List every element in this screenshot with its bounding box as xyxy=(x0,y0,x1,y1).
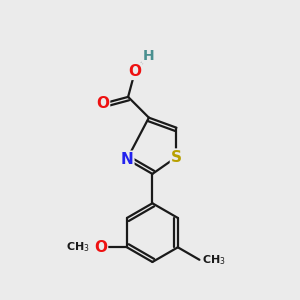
Text: O: O xyxy=(94,240,107,255)
Text: O: O xyxy=(128,64,141,79)
Text: CH$_3$: CH$_3$ xyxy=(202,253,226,267)
Text: N: N xyxy=(121,152,134,167)
Text: O: O xyxy=(96,96,109,111)
Text: CH$_3$: CH$_3$ xyxy=(66,240,90,254)
Text: S: S xyxy=(171,150,182,165)
Text: H: H xyxy=(142,49,154,63)
Text: methoxy: methoxy xyxy=(84,243,91,244)
